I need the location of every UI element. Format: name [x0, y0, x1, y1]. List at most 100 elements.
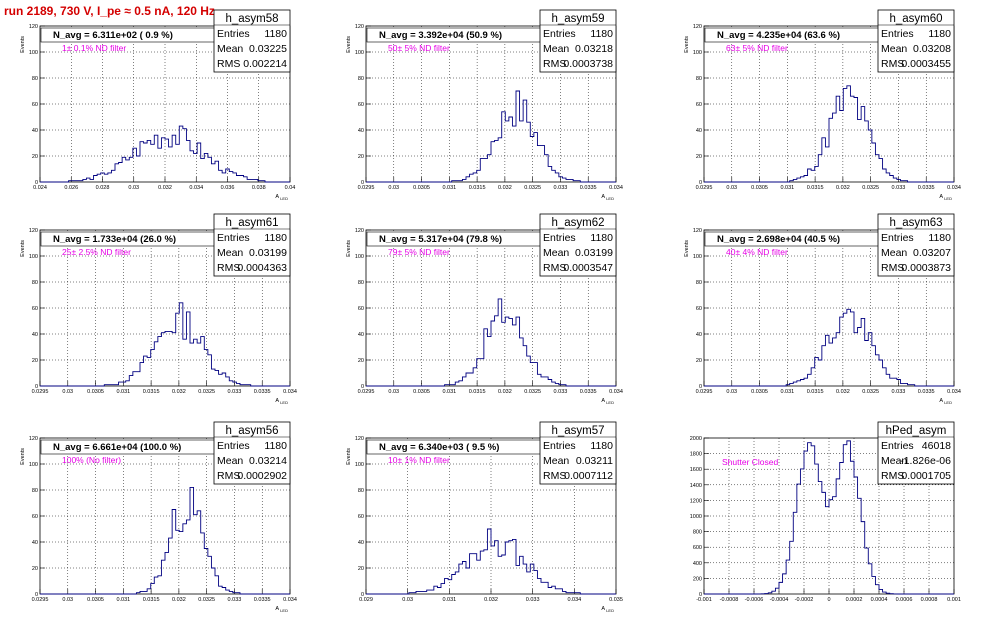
navg-label: N_avg = 6.311e+02 ( 0.9 %) — [53, 30, 173, 41]
filter-note: Shutter Closed — [722, 457, 778, 467]
stats-mean-label: Mean — [543, 247, 569, 259]
stats-title: h_asym57 — [551, 425, 604, 437]
stats-rms-value: 0.002214 — [243, 58, 287, 70]
x-tick-label: 0.0315 — [469, 185, 486, 191]
x-tick-label: 0.0004 — [871, 597, 888, 603]
stats-entries-label: Entries — [543, 232, 576, 244]
x-tick-label: 0.03 — [388, 389, 399, 395]
x-tick-label: 0.0325 — [862, 389, 879, 395]
panel-hPed_asym: -0.001 -0.0008 -0.0006 -0.0004 -0.0002 0 0.000… — [690, 421, 961, 603]
x-tick-label: 0.034 — [189, 185, 203, 191]
x-tick-label: 0.03 — [402, 597, 413, 603]
y-tick-label: 0 — [361, 180, 364, 186]
stats-title: hPed_asym — [886, 425, 947, 437]
x-tick-label: 0.031 — [442, 389, 456, 395]
stats-mean-label: Mean — [217, 43, 243, 55]
filter-note: 100% (No filter) — [62, 455, 121, 465]
stats-entries-value: 1180 — [928, 28, 951, 40]
stats-entries-label: Entries — [543, 440, 576, 452]
y-tick-label: 60 — [32, 306, 38, 312]
x-tick-label: 0.0295 — [696, 389, 713, 395]
stats-mean-value: 0.03208 — [913, 43, 951, 55]
stats-mean-label: Mean — [543, 455, 569, 467]
y-tick-label: 0 — [361, 384, 364, 390]
x-tick-label: 0.03 — [128, 185, 139, 191]
y-tick-label: 800 — [693, 530, 702, 536]
histogram-line — [366, 528, 616, 595]
x-tick-label: 0.032 — [836, 185, 850, 191]
stats-mean-value: 0.03214 — [249, 455, 287, 467]
x-tick-label: 0.033 — [892, 389, 906, 395]
x-axis-title: A LED — [275, 606, 288, 613]
x-tick-label: 0.0335 — [254, 597, 271, 603]
y-tick-label: 60 — [32, 514, 38, 520]
x-tick-label: 0.032 — [172, 597, 186, 603]
stats-rms-label: RMS — [881, 262, 904, 274]
y-axis-title: Events — [346, 448, 352, 465]
x-tick-label: 0.033 — [892, 185, 906, 191]
y-tick-label: 100 — [355, 50, 364, 56]
stats-entries-value: 1180 — [264, 28, 287, 40]
y-tick-label: 120 — [29, 436, 38, 442]
filter-note: 10± 1% ND filter — [388, 455, 450, 465]
stats-entries-value: 46018 — [922, 440, 951, 452]
stats-title: h_asym63 — [889, 217, 942, 229]
stats-mean-value: 0.03199 — [575, 247, 613, 259]
y-tick-label: 0 — [35, 592, 38, 598]
y-tick-label: 120 — [355, 24, 364, 30]
x-tick-label: 0.034 — [609, 389, 623, 395]
x-tick-label: 0.032 — [498, 185, 512, 191]
x-tick-label: -0.0002 — [795, 597, 814, 603]
x-tick-label: -0.001 — [696, 597, 712, 603]
x-tick-label: 0.04 — [285, 185, 296, 191]
x-axis-title: A LED — [939, 194, 952, 201]
stats-title: h_asym59 — [551, 13, 604, 25]
y-tick-label: 100 — [29, 462, 38, 468]
x-axis-title: A LED — [601, 194, 614, 201]
y-tick-label: 20 — [32, 154, 38, 160]
stats-box — [539, 421, 617, 485]
stats-entries-label: Entries — [881, 28, 914, 40]
y-tick-label: 100 — [355, 462, 364, 468]
x-tick-label: 0.03 — [388, 185, 399, 191]
x-tick-label: 0.033 — [228, 597, 242, 603]
y-tick-label: 1200 — [690, 498, 702, 504]
x-tick-label: 0.031 — [116, 389, 130, 395]
histogram-line — [366, 90, 616, 183]
y-axis-title: Events — [20, 448, 26, 465]
x-tick-label: 0.034 — [567, 597, 581, 603]
x-axis-title: A LED — [939, 398, 952, 405]
x-tick-label: 0.0295 — [358, 389, 375, 395]
x-tick-label: 0.0315 — [143, 597, 160, 603]
stats-entries-label: Entries — [881, 440, 914, 452]
y-tick-label: 20 — [32, 566, 38, 572]
stats-box — [877, 213, 955, 277]
run-title: run 2189, 730 V, I_pe ≈ 0.5 nA, 120 Hz — [4, 4, 215, 18]
stats-mean-label: Mean — [881, 455, 907, 467]
stats-mean-label: Mean — [217, 455, 243, 467]
stats-rms-label: RMS — [217, 58, 240, 70]
x-tick-label: 0.0335 — [580, 389, 597, 395]
x-tick-label: 0.0305 — [87, 389, 104, 395]
y-tick-label: 400 — [693, 561, 702, 567]
y-tick-label: 80 — [358, 280, 364, 286]
filter-note: 50± 5% ND filter — [388, 43, 450, 53]
x-tick-label: 0.0305 — [413, 389, 430, 395]
y-tick-label: 120 — [693, 228, 702, 234]
y-axis-title: Events — [346, 240, 352, 257]
x-tick-label: 0.03 — [726, 389, 737, 395]
x-tick-label: 0.0315 — [469, 389, 486, 395]
y-tick-label: 1800 — [690, 452, 702, 458]
y-axis-title: Events — [684, 240, 690, 257]
y-tick-label: 600 — [693, 545, 702, 551]
y-axis-title: Events — [20, 36, 26, 53]
x-tick-label: 0.03 — [62, 389, 73, 395]
y-tick-label: 20 — [696, 358, 702, 364]
x-tick-label: 0.029 — [359, 597, 373, 603]
x-tick-label: 0.031 — [780, 389, 794, 395]
y-axis-title: Events — [20, 240, 26, 257]
stats-rms-label: RMS — [217, 470, 240, 482]
x-tick-label: 0.034 — [947, 389, 961, 395]
stats-mean-value: 0.03207 — [913, 247, 951, 259]
